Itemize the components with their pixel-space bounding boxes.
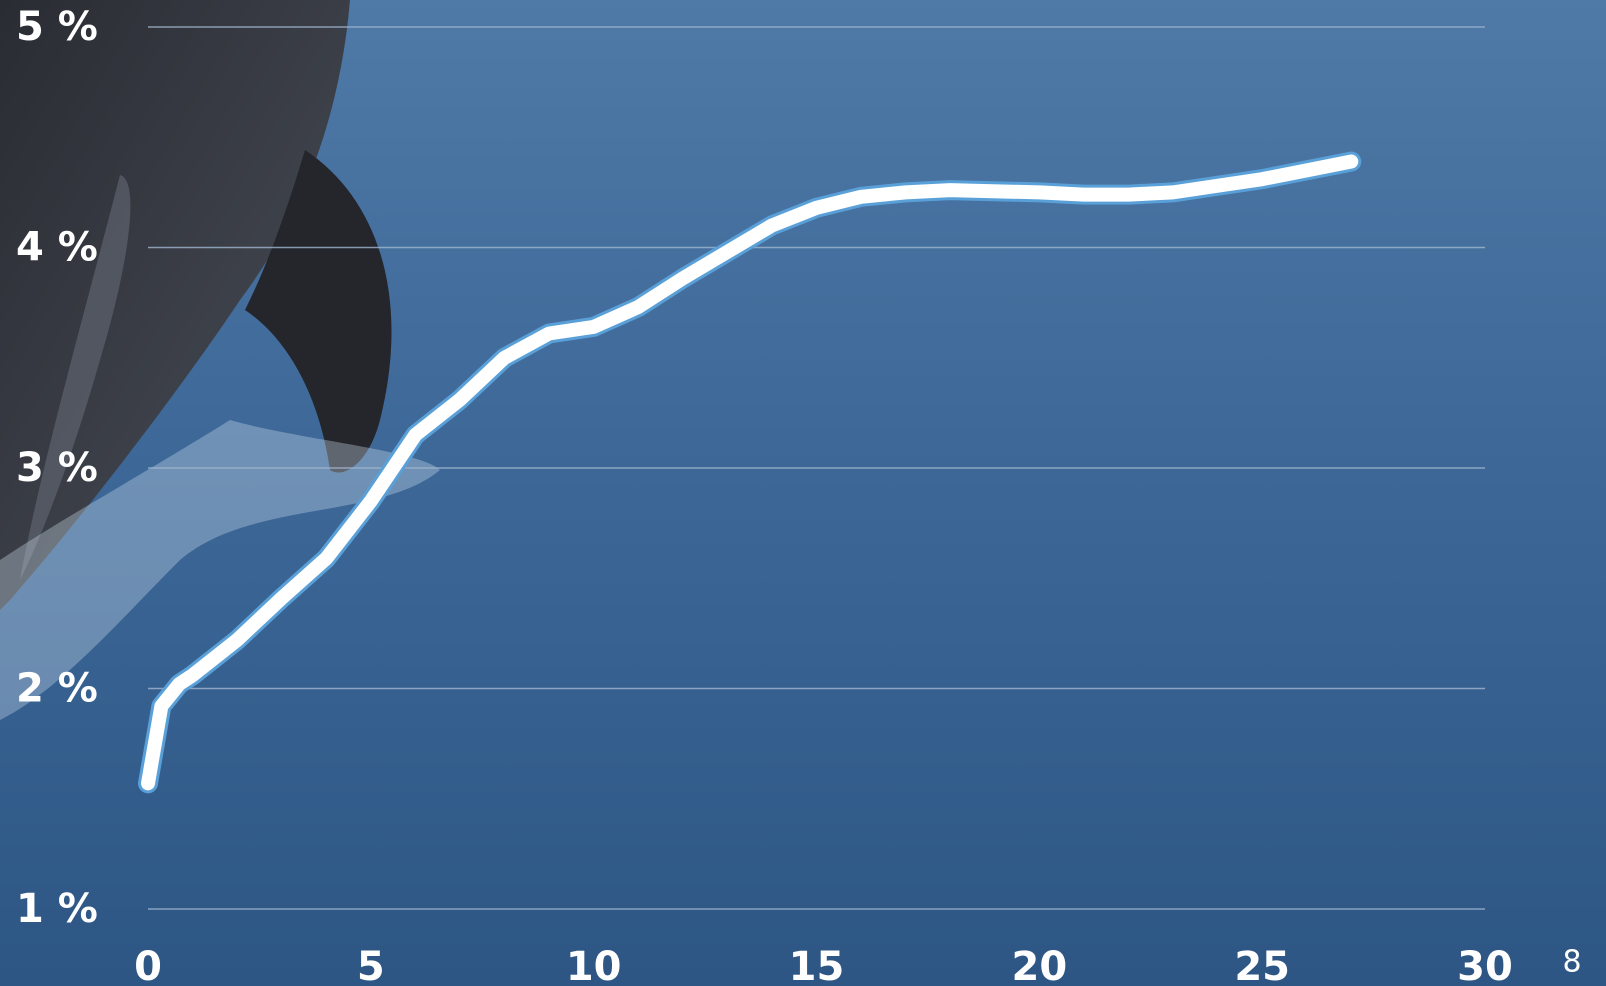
plot-area: 1 % 2 % 3 % 4 % 5 % 0 5 10 15 20 25 30: [16, 4, 1513, 986]
x-tick-label: 15: [789, 944, 845, 986]
x-tick-label: 5: [357, 944, 385, 986]
line: [141, 154, 1359, 791]
dolphin-body: [0, 0, 350, 610]
dolphin-fin: [245, 150, 392, 473]
x-tick-label: 20: [1011, 944, 1067, 986]
x-tick-label: 10: [566, 944, 622, 986]
y-tick-label: 3 %: [16, 445, 98, 491]
x-tick-label: 0: [134, 944, 162, 986]
dolphin-flipper: [20, 175, 131, 580]
y-tick-label: 2 %: [16, 666, 98, 712]
splash: [0, 420, 440, 720]
y-tick-label: 1 %: [16, 886, 98, 932]
y-tick-label: 4 %: [16, 225, 98, 271]
x-tick-label: 25: [1234, 944, 1290, 986]
page-number: 8: [1562, 945, 1581, 980]
x-tick-label: 30: [1457, 944, 1513, 986]
y-tick-label: 5 %: [16, 4, 98, 50]
